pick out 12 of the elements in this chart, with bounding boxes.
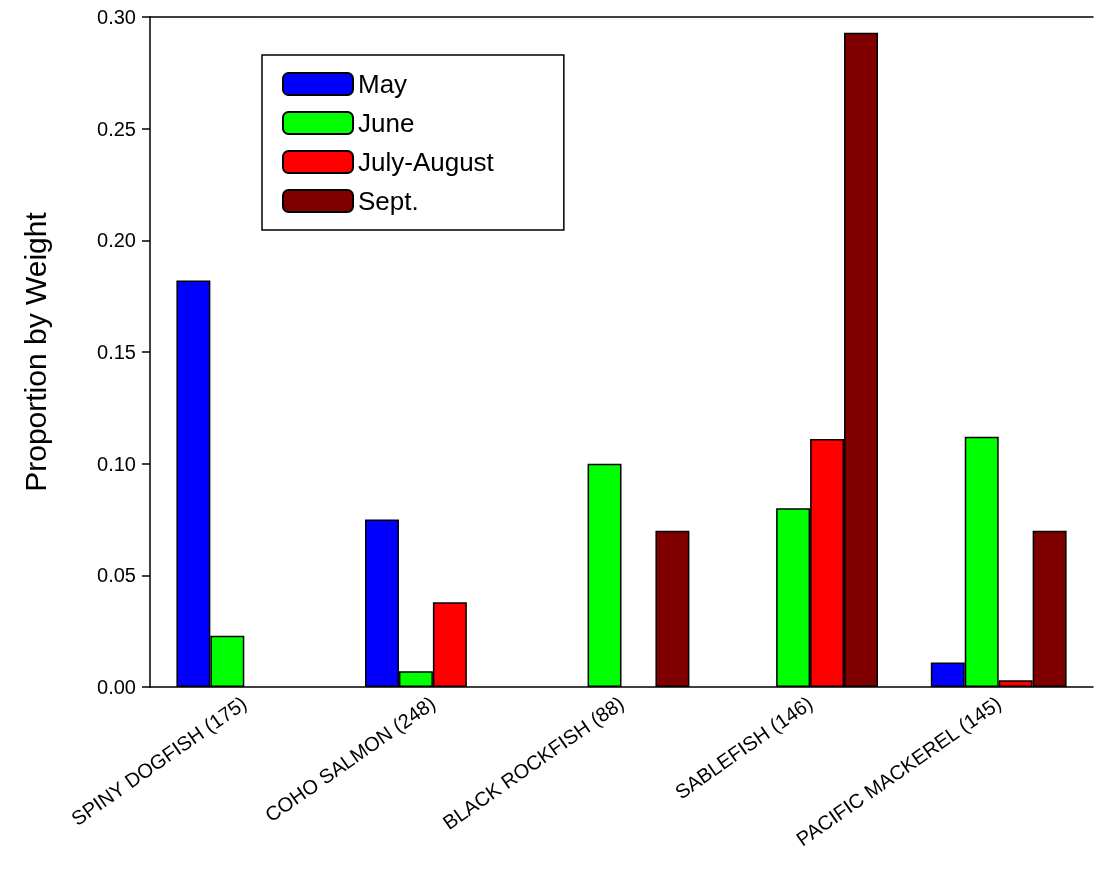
y-tick-label: 0.15 (97, 341, 136, 363)
y-tick-label: 0.20 (97, 229, 136, 252)
y-tick-label: 0.10 (97, 452, 136, 475)
legend-label: Sept. (358, 186, 419, 216)
y-tick-label: 0.05 (97, 564, 136, 587)
y-tick-label: 0.00 (97, 676, 136, 698)
legend-label: July-August (358, 147, 495, 177)
legend-label: June (358, 108, 415, 138)
legend-label: May (358, 69, 408, 99)
y-tick-label: 0.30 (97, 6, 136, 28)
y-axis-title: Proportion by Weight (18, 211, 52, 492)
y-tick-label: 0.25 (97, 117, 136, 140)
